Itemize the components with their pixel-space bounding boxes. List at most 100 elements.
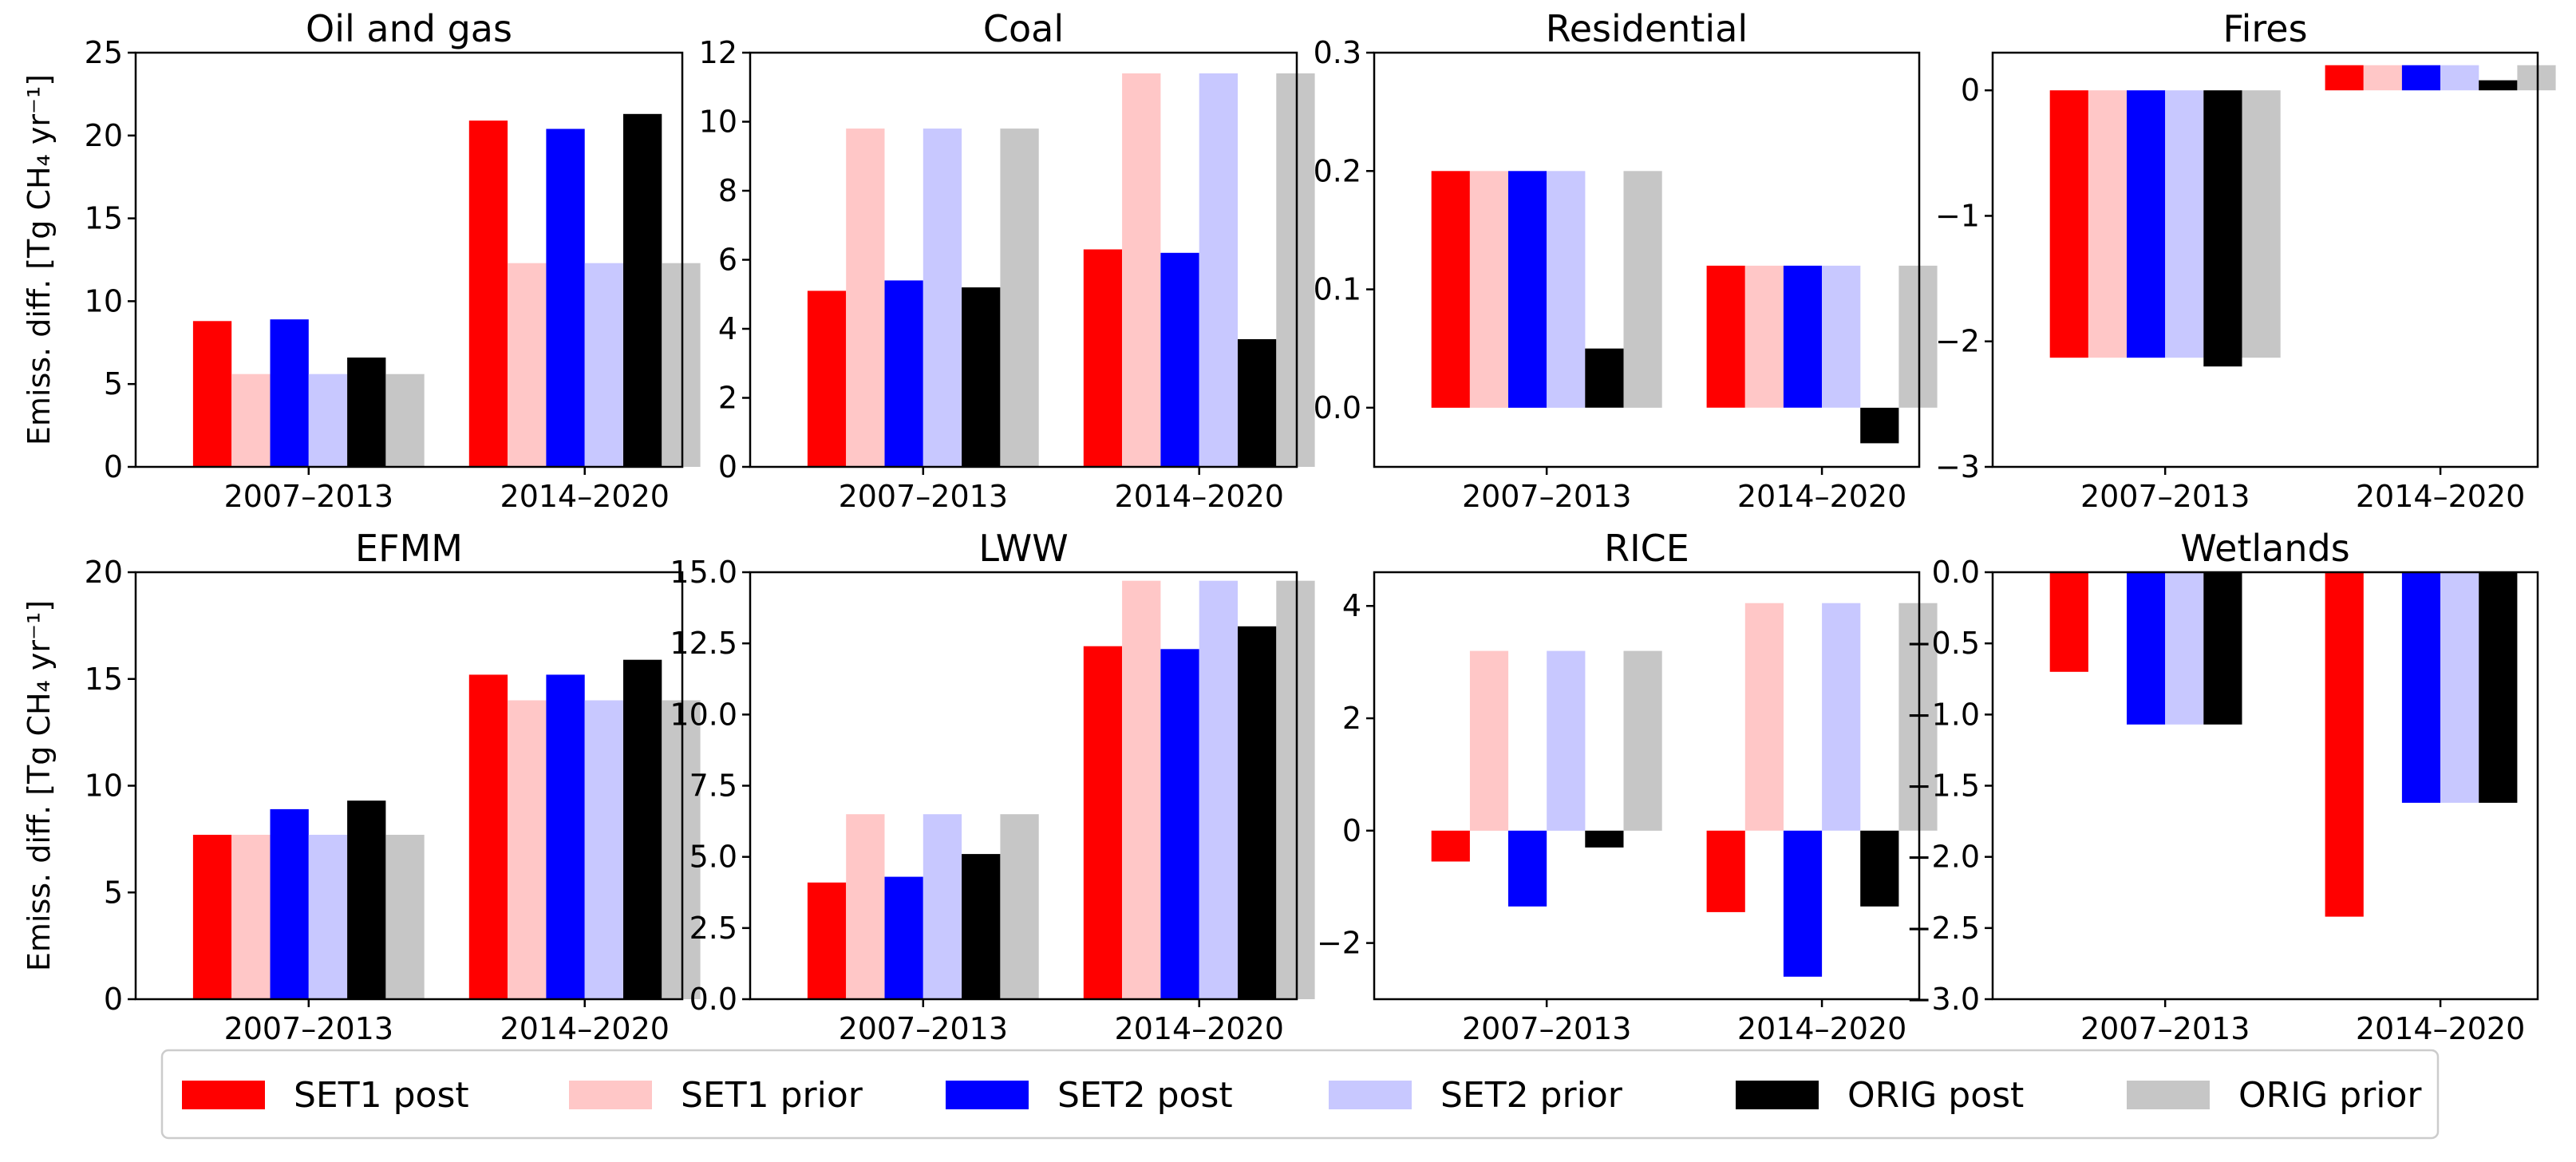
y-tick-label: 0.2 bbox=[1314, 153, 1361, 188]
bar-set1-prior bbox=[1469, 171, 1509, 408]
bar-set2-prior bbox=[923, 814, 962, 999]
panel-title: Oil and gas bbox=[306, 7, 512, 50]
y-tick-label: 6 bbox=[718, 243, 737, 278]
y-tick-label: −2 bbox=[1317, 926, 1361, 961]
bar-orig-post bbox=[1860, 830, 1899, 907]
legend-swatch-set2-prior bbox=[1329, 1081, 1412, 1109]
bar-set2-prior bbox=[2165, 90, 2204, 358]
bar-orig-post bbox=[962, 854, 1001, 999]
bar-orig-post bbox=[1585, 830, 1624, 848]
bar-set1-post bbox=[2325, 572, 2364, 917]
bar-set2-prior bbox=[2440, 65, 2479, 91]
bar-set2-post bbox=[270, 808, 309, 999]
plot-frame bbox=[134, 51, 684, 468]
bar-set2-prior bbox=[1822, 265, 1861, 408]
bar-set2-prior bbox=[584, 263, 623, 467]
bar-orig-prior bbox=[1000, 814, 1039, 999]
x-tick-label: 2014–2020 bbox=[500, 1011, 670, 1046]
bar-set1-prior bbox=[2088, 90, 2128, 358]
x-tick-label: 2007–2013 bbox=[224, 1011, 393, 1046]
bar-orig-post bbox=[2203, 572, 2242, 725]
x-tick-label: 2007–2013 bbox=[224, 479, 393, 514]
bar-orig-post bbox=[347, 358, 386, 467]
y-tick-label: 0.3 bbox=[1314, 35, 1361, 70]
bar-set2-post bbox=[1783, 265, 1823, 408]
legend-label: ORIG post bbox=[1847, 1075, 2024, 1116]
panel-title: RICE bbox=[1604, 527, 1689, 570]
bar-set1-prior bbox=[231, 374, 271, 467]
y-tick-label: −1.0 bbox=[1906, 697, 1980, 732]
bar-orig-post bbox=[2203, 90, 2242, 367]
bar-set1-post bbox=[192, 835, 232, 999]
bar-orig-post bbox=[2479, 80, 2518, 91]
y-tick-label: 0 bbox=[104, 449, 123, 484]
bar-orig-post bbox=[1585, 348, 1624, 408]
y-tick-label: 20 bbox=[85, 555, 123, 590]
bar-set1-post bbox=[807, 882, 847, 999]
bar-set2-prior bbox=[1822, 603, 1861, 831]
x-tick-label: 2014–2020 bbox=[1115, 479, 1284, 514]
bar-orig-post bbox=[623, 113, 662, 468]
x-tick-label: 2007–2013 bbox=[1462, 1011, 1631, 1046]
y-tick-label: 12 bbox=[699, 35, 737, 70]
x-tick-label: 2007–2013 bbox=[839, 479, 1008, 514]
bar-orig-prior bbox=[1623, 171, 1662, 408]
y-tick-label: 4 bbox=[1342, 588, 1361, 623]
bar-set2-prior bbox=[2165, 572, 2204, 725]
y-tick-label: 10 bbox=[85, 769, 123, 804]
y-tick-label: 0.1 bbox=[1314, 272, 1361, 307]
y-tick-label: 5.0 bbox=[689, 840, 737, 875]
bar-set1-post bbox=[192, 321, 232, 467]
bar-set1-prior bbox=[1122, 580, 1161, 999]
bar-orig-post bbox=[623, 659, 662, 999]
x-tick-label: 2014–2020 bbox=[2356, 479, 2525, 514]
bar-orig-post bbox=[1238, 339, 1277, 467]
y-tick-label: −1 bbox=[1935, 198, 1980, 233]
y-tick-label: 12.5 bbox=[670, 626, 737, 661]
bar-set2-prior bbox=[584, 700, 623, 999]
bar-orig-prior bbox=[2517, 65, 2556, 91]
bar-set1-prior bbox=[2363, 65, 2402, 91]
bar-set1-post bbox=[1431, 830, 1470, 862]
bar-set2-post bbox=[884, 876, 923, 999]
legend-label: SET2 post bbox=[1057, 1075, 1233, 1116]
bar-set1-prior bbox=[846, 128, 885, 467]
y-tick-label: 0 bbox=[718, 449, 737, 484]
x-tick-label: 2007–2013 bbox=[2080, 479, 2250, 514]
y-axis-label: Emiss. diff. [Tg CH₄ yr⁻¹] bbox=[22, 600, 57, 971]
bar-orig-prior bbox=[1276, 580, 1315, 999]
legend-swatch-set1-prior bbox=[569, 1081, 652, 1109]
bar-orig-post bbox=[1238, 626, 1277, 999]
bar-orig-prior bbox=[385, 374, 425, 467]
y-tick-label: 0.0 bbox=[1932, 555, 1980, 590]
y-tick-label: 7.5 bbox=[689, 769, 737, 804]
x-tick-label: 2007–2013 bbox=[2080, 1011, 2250, 1046]
y-tick-label: 2 bbox=[718, 381, 737, 416]
bar-set2-prior bbox=[1199, 580, 1238, 999]
x-tick-label: 2014–2020 bbox=[1737, 479, 1906, 514]
panel-title: Wetlands bbox=[2180, 527, 2349, 570]
y-tick-label: −3 bbox=[1935, 449, 1980, 484]
y-tick-label: −0.5 bbox=[1906, 626, 1980, 661]
bar-orig-prior bbox=[1000, 128, 1039, 467]
bar-set2-prior bbox=[308, 835, 348, 999]
bar-set1-prior bbox=[1744, 603, 1784, 831]
x-tick-label: 2014–2020 bbox=[1737, 1011, 1906, 1046]
bar-set2-post bbox=[2127, 90, 2166, 358]
bar-set1-prior bbox=[1469, 650, 1509, 831]
bar-set1-post bbox=[468, 674, 508, 999]
bar-set2-post bbox=[270, 319, 309, 467]
panel-title: Coal bbox=[983, 7, 1064, 50]
panel-title: Residential bbox=[1546, 7, 1748, 50]
y-tick-label: 5 bbox=[104, 366, 123, 401]
y-tick-label: 15 bbox=[85, 201, 123, 236]
bar-set2-post bbox=[1783, 830, 1823, 977]
bar-set1-post bbox=[1431, 171, 1470, 408]
bar-set2-prior bbox=[1199, 73, 1238, 468]
y-tick-label: 10 bbox=[85, 283, 123, 318]
y-tick-label: 10 bbox=[699, 105, 737, 140]
x-tick-label: 2007–2013 bbox=[839, 1011, 1008, 1046]
bar-set2-prior bbox=[923, 128, 962, 467]
bar-set2-post bbox=[884, 280, 923, 467]
x-tick-label: 2014–2020 bbox=[500, 479, 670, 514]
